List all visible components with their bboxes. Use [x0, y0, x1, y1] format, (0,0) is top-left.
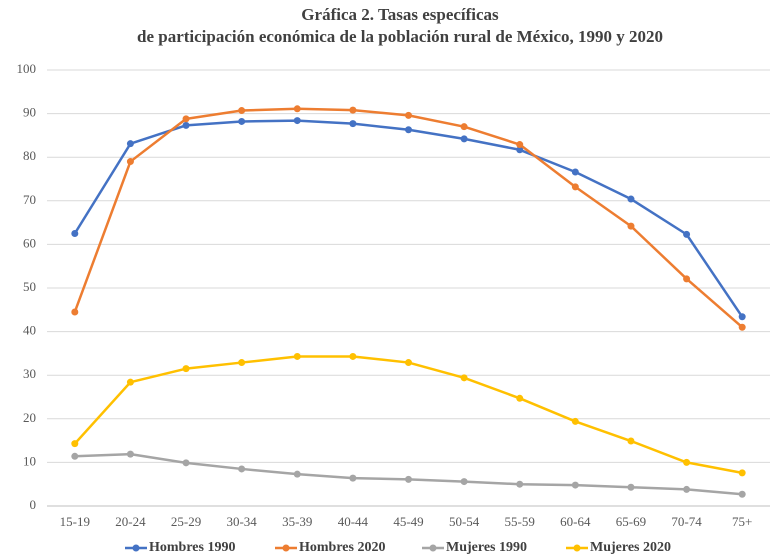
series-point	[571, 481, 579, 489]
y-tick-label: 10	[23, 453, 36, 468]
series-line	[73, 107, 744, 329]
series-point	[182, 459, 190, 467]
series-point	[683, 230, 691, 238]
legend-text: Hombres 2020	[299, 540, 385, 555]
series-line	[74, 452, 743, 496]
series-point	[460, 135, 468, 143]
series-point	[460, 123, 468, 131]
series-point	[738, 323, 746, 331]
x-tick-label: 55-59	[505, 514, 535, 529]
series-point	[349, 120, 357, 128]
x-tick-label: 30-34	[226, 514, 257, 529]
series-point	[627, 195, 635, 203]
series-point	[627, 222, 635, 230]
series-point	[405, 111, 412, 119]
series-point	[571, 168, 579, 176]
series-point	[293, 117, 301, 125]
y-tick-label: 90	[23, 105, 36, 120]
y-tick-label: 100	[17, 61, 37, 76]
series-line	[73, 355, 743, 475]
series-point	[683, 275, 691, 283]
y-tick-label: 40	[23, 323, 36, 338]
series-point	[683, 458, 691, 466]
series-point	[293, 105, 301, 113]
series-point	[683, 485, 691, 493]
series-point	[405, 359, 412, 367]
series-point	[405, 475, 412, 483]
chart-subtitle: de participación económica de la poblaci…	[137, 27, 663, 46]
series-point	[627, 437, 635, 445]
series-point	[238, 465, 246, 473]
series-point	[627, 483, 635, 491]
series-point	[349, 352, 357, 360]
series-point	[71, 308, 79, 316]
legend-marker	[429, 544, 437, 552]
series-point	[738, 469, 746, 477]
series-point	[182, 121, 190, 129]
series-point	[238, 107, 246, 115]
series-point	[460, 374, 468, 382]
series-point	[71, 440, 79, 448]
series-point	[126, 158, 134, 166]
x-tick-label: 60-64	[560, 514, 591, 529]
series-point	[182, 115, 190, 123]
x-tick-label: 40-44	[338, 514, 369, 529]
series-point	[460, 478, 468, 486]
series-point	[293, 352, 301, 360]
legend-marker	[282, 544, 290, 552]
x-tick-label: 75+	[732, 514, 752, 529]
y-tick-label: 60	[23, 235, 36, 250]
series-point	[349, 474, 357, 482]
legend-marker	[132, 544, 140, 552]
series-point	[516, 146, 524, 154]
series-point	[516, 394, 524, 402]
series-point	[126, 378, 134, 386]
x-tick-label: 50-54	[449, 514, 480, 529]
legend-text: Hombres 1990	[149, 540, 235, 555]
x-tick-label: 65-69	[616, 514, 646, 529]
series-point	[738, 313, 746, 321]
series-point	[126, 140, 134, 148]
series-point	[71, 230, 79, 237]
series-point	[738, 490, 746, 498]
series-point	[71, 452, 79, 460]
series-point	[126, 450, 134, 458]
series-point	[182, 365, 190, 373]
series-point	[571, 417, 579, 425]
legend-text: Mujeres 2020	[590, 540, 671, 555]
x-tick-label: 25-29	[171, 514, 201, 529]
legend-marker	[573, 544, 581, 552]
series-line	[73, 119, 744, 318]
series-point	[516, 141, 524, 149]
series-point	[238, 359, 246, 367]
series-point	[293, 470, 301, 478]
y-tick-label: 80	[23, 148, 36, 163]
series-point	[405, 126, 412, 134]
y-tick-label: 70	[23, 192, 36, 207]
series-point	[571, 183, 579, 191]
chart-title: Gráfica 2. Tasas específicas	[301, 5, 499, 24]
y-tick-label: 30	[23, 366, 36, 381]
series-point	[516, 480, 524, 488]
x-tick-label: 15-19	[60, 514, 90, 529]
y-tick-label: 0	[30, 497, 37, 512]
x-tick-label: 45-49	[393, 514, 423, 529]
x-tick-label: 70-74	[671, 514, 702, 529]
legend-text: Mujeres 1990	[446, 540, 527, 555]
x-tick-label: 20-24	[115, 514, 146, 529]
x-tick-label: 35-39	[282, 514, 312, 529]
series-point	[349, 106, 357, 114]
y-tick-label: 20	[23, 410, 36, 425]
series-point	[238, 117, 246, 125]
y-tick-label: 50	[23, 279, 36, 294]
